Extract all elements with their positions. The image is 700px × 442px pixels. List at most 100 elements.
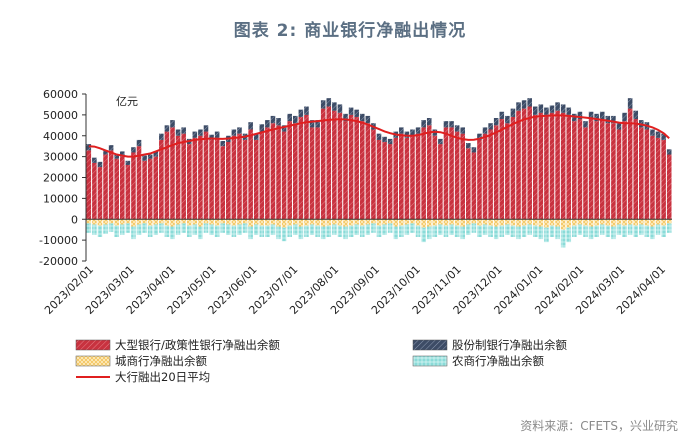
bar-city-commercial — [142, 219, 147, 224]
bar-big-bank — [153, 156, 159, 220]
bar-big-bank — [270, 123, 276, 220]
bar-city-commercial — [220, 219, 226, 224]
legend-label: 农商行净融出余额 — [452, 354, 544, 368]
bar-big-bank — [510, 116, 516, 220]
bar-city-commercial — [387, 219, 393, 224]
bar-joint-stock — [253, 133, 259, 140]
bar-city-commercial — [365, 219, 371, 225]
bar-rural-commercial — [650, 226, 655, 240]
bar-city-commercial — [320, 219, 326, 227]
bar-big-bank — [354, 116, 359, 220]
bar-joint-stock — [365, 115, 371, 124]
bar-rural-commercial — [265, 225, 270, 237]
bar-big-bank — [471, 152, 477, 220]
y-tick-label: 30000 — [43, 151, 78, 164]
bar-big-bank — [521, 108, 527, 220]
bar-city-commercial — [399, 219, 404, 226]
bar-rural-commercial — [432, 225, 438, 237]
bar-big-bank — [426, 125, 432, 220]
bar-city-commercial — [198, 219, 203, 227]
bar-city-commercial — [505, 219, 510, 225]
bar-joint-stock — [164, 125, 170, 132]
bar-joint-stock — [298, 109, 304, 117]
bar-city-commercial — [661, 219, 666, 226]
bar-rural-commercial — [97, 225, 103, 237]
bar-rural-commercial — [343, 226, 348, 240]
bar-city-commercial — [131, 219, 136, 227]
bar-rural-commercial — [560, 229, 566, 248]
bar-rural-commercial — [605, 225, 611, 237]
bar-rural-commercial — [655, 224, 661, 235]
bar-joint-stock — [410, 129, 415, 136]
bar-city-commercial — [666, 219, 672, 224]
bar-big-bank — [622, 121, 627, 220]
bar-rural-commercial — [583, 225, 588, 237]
bar-joint-stock — [577, 111, 583, 120]
bar-joint-stock — [175, 129, 181, 136]
bar-city-commercial — [650, 219, 655, 227]
bar-joint-stock — [449, 121, 454, 128]
bar-big-bank — [616, 129, 622, 220]
bar-joint-stock — [304, 106, 309, 115]
bar-big-bank — [516, 110, 521, 220]
bar-big-bank — [488, 129, 493, 220]
bar-city-commercial — [170, 219, 175, 227]
bar-big-bank — [393, 137, 399, 220]
bar-joint-stock — [315, 120, 320, 128]
bar-big-bank — [309, 127, 315, 220]
bar-city-commercial — [443, 219, 449, 226]
bar-rural-commercial — [248, 226, 253, 240]
bar-big-bank — [320, 108, 326, 220]
bar-rural-commercial — [415, 225, 421, 237]
bar-city-commercial — [86, 219, 92, 224]
bar-rural-commercial — [354, 224, 359, 235]
bar-city-commercial — [226, 219, 231, 225]
bar-rural-commercial — [337, 225, 343, 237]
bar-city-commercial — [477, 219, 482, 226]
bar-rural-commercial — [488, 225, 493, 237]
bar-city-commercial — [488, 219, 493, 226]
bar-rural-commercial — [410, 223, 415, 233]
bar-city-commercial — [287, 219, 292, 226]
bar-joint-stock — [214, 131, 220, 138]
bar-big-bank — [108, 150, 114, 220]
bar-rural-commercial — [471, 223, 477, 233]
bar-joint-stock — [454, 125, 460, 132]
bar-joint-stock — [566, 107, 572, 115]
bar-big-bank — [92, 162, 97, 220]
bar-rural-commercial — [449, 224, 454, 235]
bar-city-commercial — [298, 219, 304, 227]
bar-joint-stock — [359, 113, 365, 122]
bar-city-commercial — [566, 219, 572, 228]
bar-rural-commercial — [298, 226, 304, 240]
bar-joint-stock — [136, 139, 142, 147]
bar-joint-stock — [114, 154, 119, 159]
bar-big-bank — [611, 123, 616, 220]
bar-rural-commercial — [108, 223, 114, 232]
bar-big-bank — [627, 108, 633, 220]
bar-city-commercial — [186, 219, 192, 226]
bar-big-bank — [605, 123, 611, 220]
bar-rural-commercial — [209, 224, 214, 235]
bar-big-bank — [226, 142, 231, 220]
bar-big-bank — [97, 167, 103, 220]
bar-city-commercial — [449, 219, 454, 225]
bar-city-commercial — [292, 219, 298, 225]
bar-big-bank — [387, 144, 393, 220]
bar-joint-stock — [103, 150, 108, 155]
bar-joint-stock — [544, 107, 549, 115]
bar-city-commercial — [471, 219, 477, 224]
bar-joint-stock — [170, 120, 175, 128]
bar-rural-commercial — [454, 225, 460, 237]
bar-big-bank — [175, 135, 181, 220]
bar-city-commercial — [544, 219, 549, 228]
bar-rural-commercial — [242, 223, 248, 233]
source-note: 资料来源：CFETS，兴业研究 — [520, 419, 678, 433]
bar-rural-commercial — [226, 224, 231, 235]
bar-city-commercial — [265, 219, 270, 226]
bar-joint-stock — [399, 127, 404, 134]
bar-joint-stock — [248, 122, 253, 130]
bar-city-commercial — [510, 219, 516, 226]
bar-big-bank — [655, 137, 661, 220]
